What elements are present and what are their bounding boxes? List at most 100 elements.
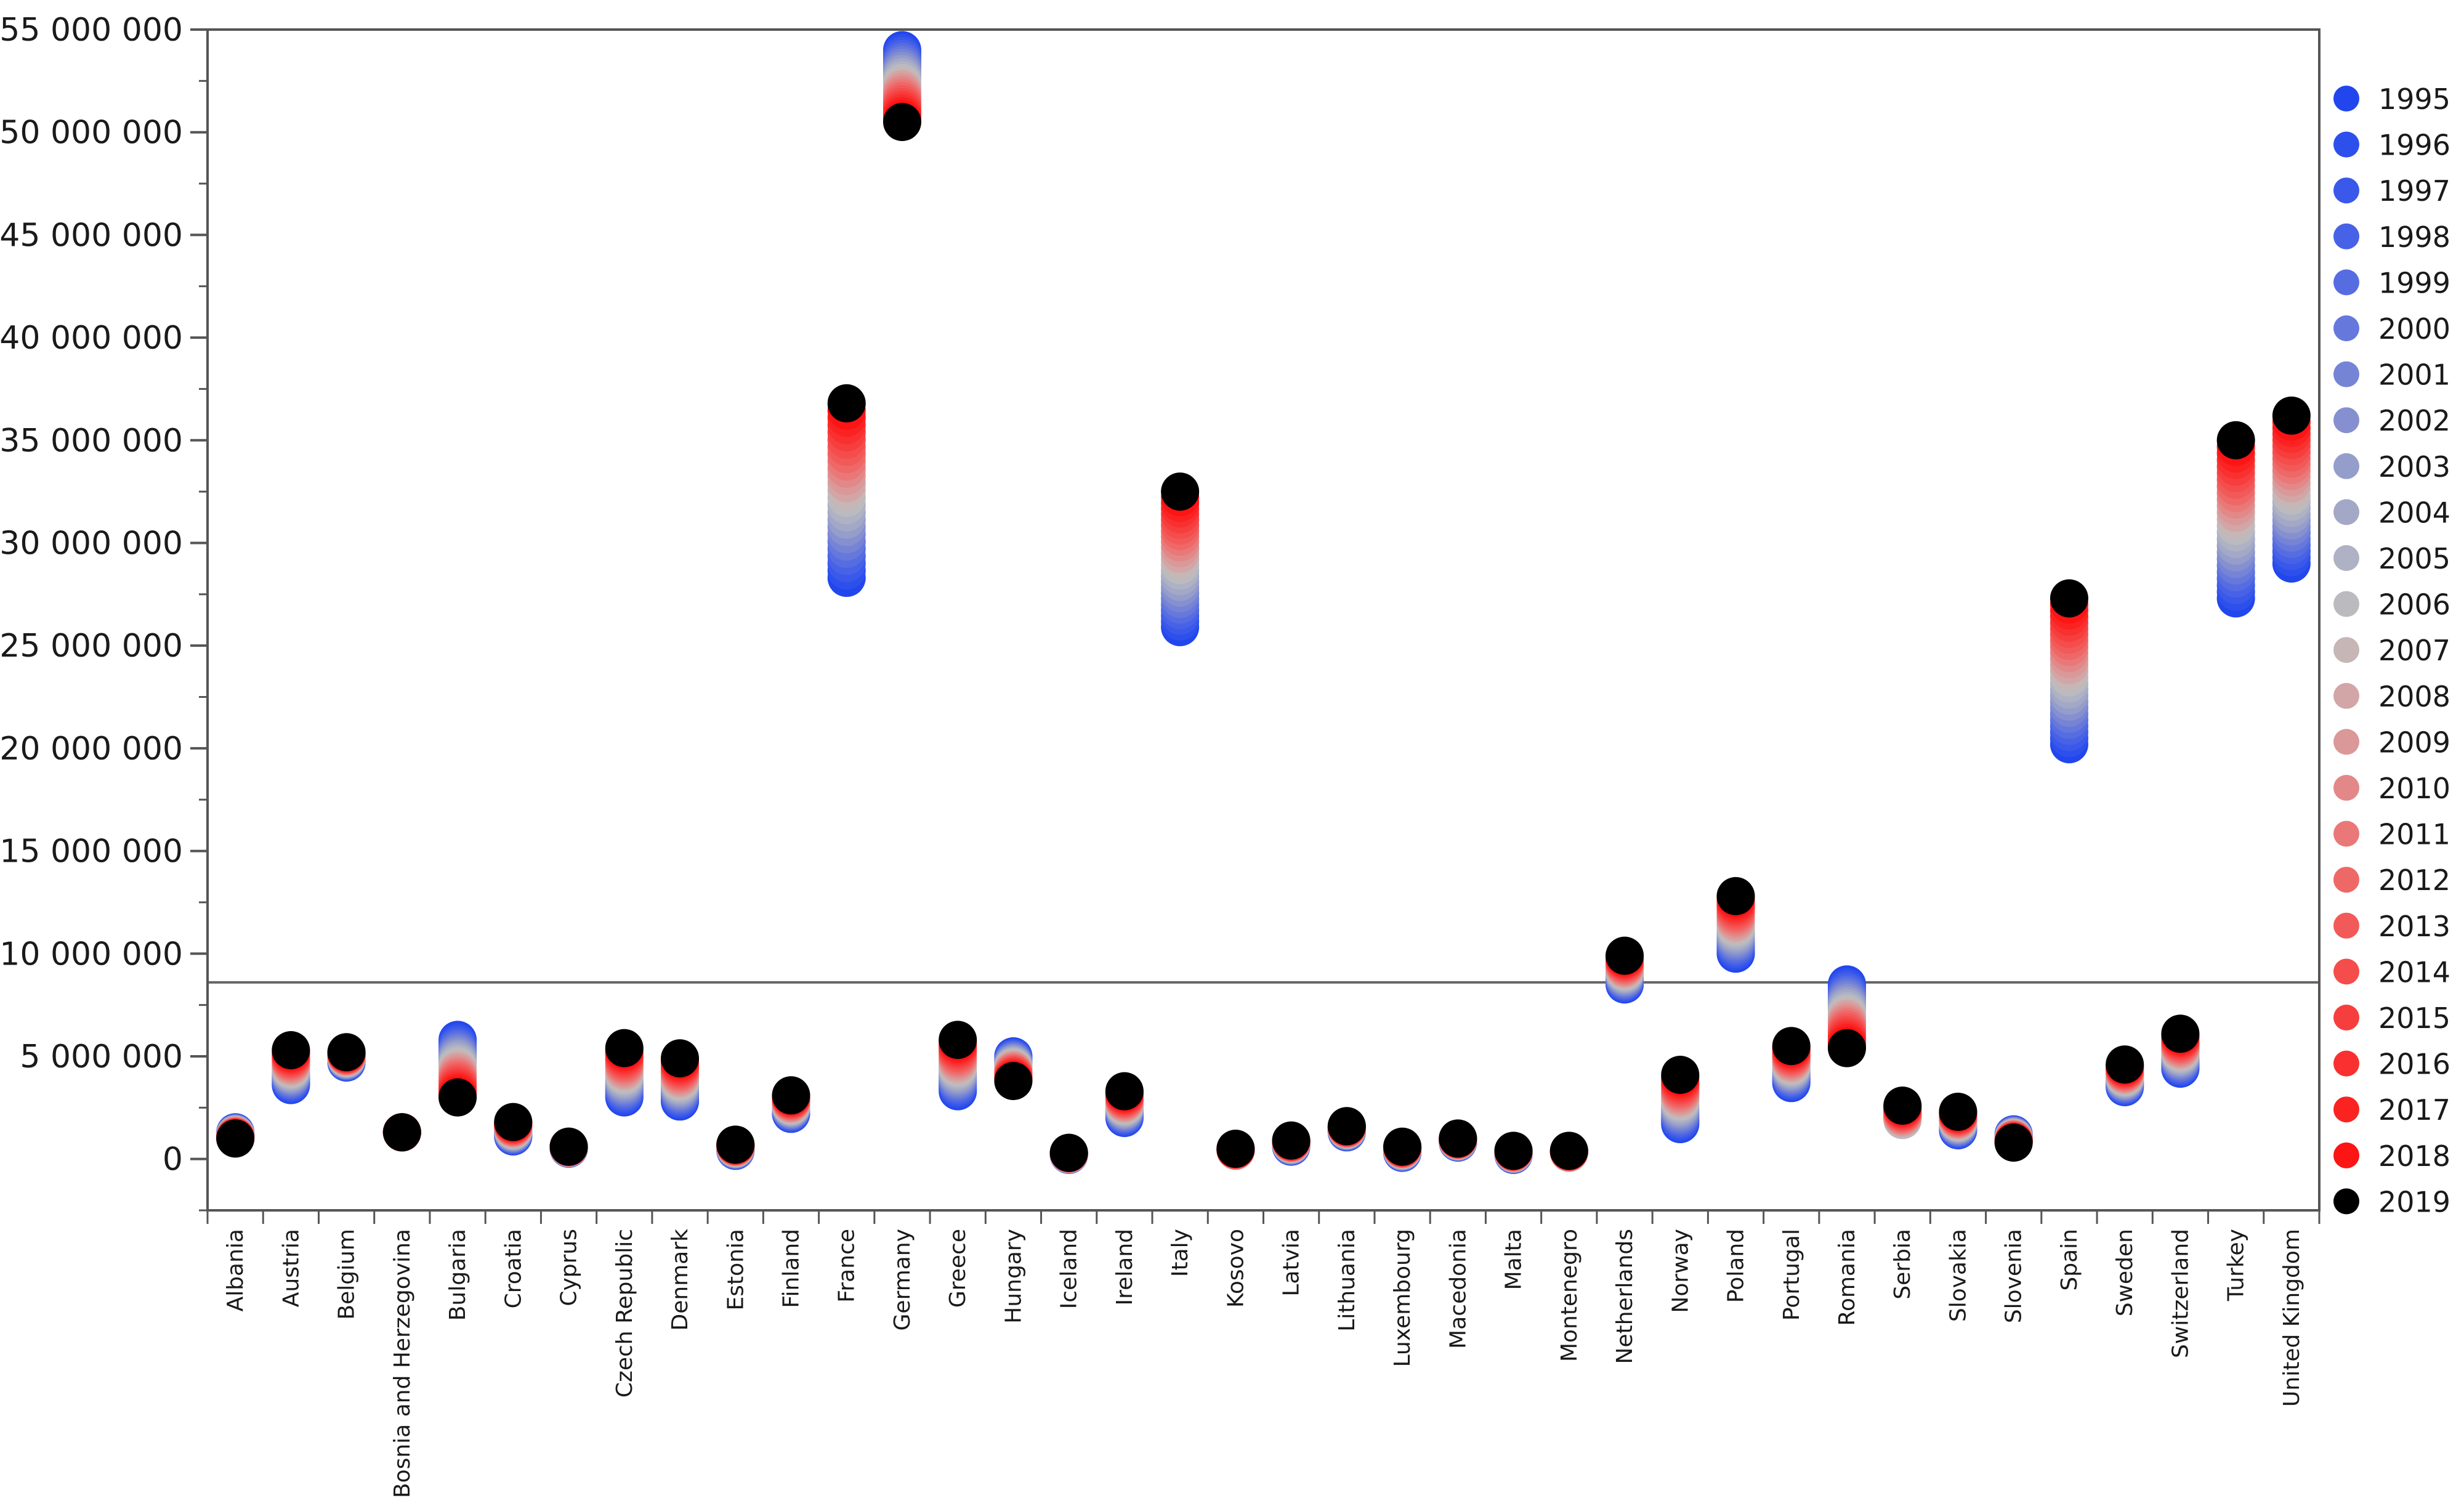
- legend-label: 2003: [2378, 450, 2450, 484]
- legend-marker: [2333, 269, 2359, 296]
- y-tick-label: 35 000 000: [0, 423, 183, 459]
- x-tick-label: Portugal: [1779, 1229, 1804, 1321]
- legend: 1995 1996 1997 1998 1999 2000 2001 2002 2003 2004…: [2333, 83, 2450, 1218]
- data-point: [1661, 1055, 1700, 1094]
- legend-marker: [2333, 315, 2359, 341]
- data-point: [1883, 1086, 1922, 1125]
- legend-label: 1998: [2378, 221, 2450, 254]
- x-tick-label: Hungary: [1001, 1229, 1026, 1324]
- data-point: [272, 1030, 310, 1069]
- legend-marker: [2333, 131, 2359, 158]
- legend-label: 2002: [2378, 404, 2450, 437]
- data-point: [994, 1061, 1033, 1100]
- x-tick-label: Switzerland: [2168, 1229, 2193, 1358]
- x-tick-label: France: [834, 1229, 860, 1303]
- x-tick-label: Slovenia: [2001, 1229, 2027, 1323]
- legend-marker: [2333, 729, 2359, 755]
- y-tick-label: 0: [163, 1141, 183, 1178]
- data-point: [2050, 579, 2088, 618]
- data-point: [1494, 1132, 1533, 1170]
- y-tick-label: 30 000 000: [0, 525, 183, 562]
- data-point: [1049, 1133, 1088, 1172]
- x-tick-label: Cyprus: [557, 1229, 582, 1306]
- x-tick-label: Macedonia: [1445, 1229, 1471, 1349]
- legend-marker: [2333, 1142, 2359, 1168]
- legend-label: 1996: [2378, 129, 2450, 162]
- legend-marker: [2333, 361, 2359, 387]
- legend-marker: [2333, 775, 2359, 801]
- x-tick-label: Germany: [890, 1229, 915, 1330]
- legend-label: 2004: [2378, 496, 2450, 529]
- legend-label: 1997: [2378, 174, 2450, 208]
- legend-label: 2017: [2378, 1093, 2450, 1127]
- legend-marker: [2333, 453, 2359, 479]
- y-tick-label: 20 000 000: [0, 731, 183, 767]
- data-point: [1272, 1121, 1311, 1160]
- legend-label: 2005: [2378, 542, 2450, 575]
- x-tick-label: Luxembourg: [1390, 1229, 1415, 1367]
- legend-label: 2014: [2378, 955, 2450, 989]
- legend-marker: [2333, 867, 2359, 893]
- data-points: [216, 31, 2311, 1174]
- legend-marker: [2333, 591, 2359, 617]
- legend-marker: [2333, 177, 2359, 204]
- legend-marker: [2333, 407, 2359, 434]
- data-point: [1327, 1107, 1366, 1146]
- data-point: [1105, 1072, 1144, 1111]
- y-tick-label: 55 000 000: [0, 12, 183, 49]
- legend-label: 2006: [2378, 588, 2450, 621]
- x-tick-label: Albania: [223, 1229, 248, 1311]
- data-point: [772, 1076, 810, 1115]
- x-tick-label: United Kingdom: [2279, 1229, 2304, 1407]
- data-point: [1827, 1029, 1866, 1067]
- legend-label: 2019: [2378, 1185, 2450, 1218]
- x-tick-label: Turkey: [2224, 1229, 2249, 1302]
- x-tick-label: Greece: [945, 1229, 971, 1308]
- y-tick-label: 40 000 000: [0, 320, 183, 357]
- legend-marker: [2333, 958, 2359, 985]
- x-tick-label: Czech Republic: [612, 1229, 637, 1398]
- legend-marker: [2333, 86, 2359, 111]
- data-point: [716, 1125, 755, 1164]
- y-tick-label: 25 000 000: [0, 628, 183, 665]
- data-point: [661, 1039, 700, 1078]
- legend-label: 2018: [2378, 1140, 2450, 1173]
- x-tick-label: Montenegro: [1557, 1229, 1582, 1362]
- legend-marker: [2333, 1096, 2359, 1123]
- data-point: [1161, 472, 1200, 511]
- data-point: [327, 1033, 366, 1072]
- legend-label: 2012: [2378, 864, 2450, 897]
- x-tick-label: Norway: [1668, 1229, 1693, 1313]
- x-tick-label: Italy: [1168, 1229, 1193, 1277]
- data-point: [1216, 1129, 1255, 1168]
- legend-marker: [2333, 545, 2359, 571]
- x-tick-label: Ireland: [1112, 1229, 1137, 1306]
- data-point: [1439, 1119, 1477, 1158]
- data-point: [382, 1113, 421, 1152]
- x-tick-label: Austria: [278, 1229, 304, 1307]
- data-point: [2106, 1045, 2144, 1084]
- x-tick-label: Spain: [2057, 1229, 2082, 1291]
- y-tick-label: 10 000 000: [0, 936, 183, 973]
- data-point: [549, 1127, 588, 1166]
- x-tick-label: Serbia: [1890, 1229, 1915, 1300]
- x-tick-label: Croatia: [501, 1229, 526, 1308]
- data-point: [1716, 876, 1755, 915]
- data-point: [1939, 1092, 1977, 1131]
- x-tick-label: Malta: [1501, 1229, 1527, 1290]
- x-axis-ticks: Albania Austria Belgium Bosnia and Herzegov…: [206, 1210, 2321, 1498]
- data-point: [1994, 1123, 2033, 1162]
- legend-label: 2015: [2378, 1002, 2450, 1035]
- legend-label: 2011: [2378, 818, 2450, 851]
- x-tick-label: Belgium: [334, 1229, 360, 1320]
- legend-label: 2001: [2378, 358, 2450, 392]
- x-tick-label: Lithuania: [1335, 1229, 1360, 1332]
- legend-label: 1999: [2378, 266, 2450, 299]
- legend-marker: [2333, 499, 2359, 525]
- legend-label: 1995: [2378, 83, 2450, 116]
- legend-label: 2008: [2378, 680, 2450, 713]
- data-point: [1772, 1027, 1811, 1066]
- data-point: [2161, 1014, 2200, 1053]
- legend-label: 2013: [2378, 910, 2450, 943]
- legend-label: 2000: [2378, 312, 2450, 346]
